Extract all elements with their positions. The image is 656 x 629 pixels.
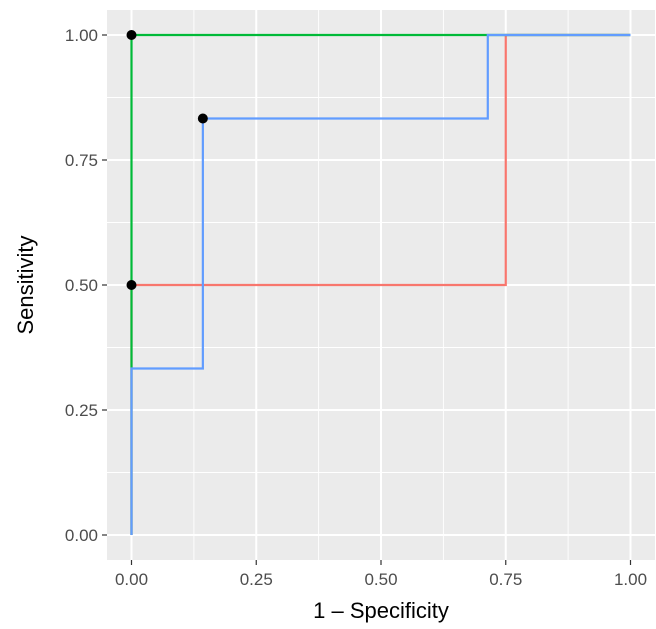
x-tick-label: 0.25 [240, 570, 273, 589]
threshold-points [126, 30, 208, 290]
x-tick-label: 0.75 [489, 570, 522, 589]
threshold-point-1 [126, 30, 137, 40]
threshold-point-2 [197, 113, 208, 124]
y-axis-title: Sensitivity [13, 235, 38, 334]
y-tick-label: 0.75 [65, 151, 98, 170]
y-tick-label: 0.25 [65, 401, 98, 420]
x-tick-label: 0.00 [115, 570, 148, 589]
y-tick-label: 0.00 [65, 526, 98, 545]
threshold-point-3 [126, 280, 137, 290]
x-tick-label: 0.50 [364, 570, 397, 589]
x-axis-title: 1 – Specificity [313, 598, 449, 623]
y-tick-label: 1.00 [65, 26, 98, 45]
axis-ticks: 0.00 0.25 0.50 0.75 1.00 0.00 0.25 0.50 0.75 1.00 [65, 26, 647, 589]
x-tick-label: 1.00 [614, 570, 647, 589]
y-tick-label: 0.50 [65, 276, 98, 295]
